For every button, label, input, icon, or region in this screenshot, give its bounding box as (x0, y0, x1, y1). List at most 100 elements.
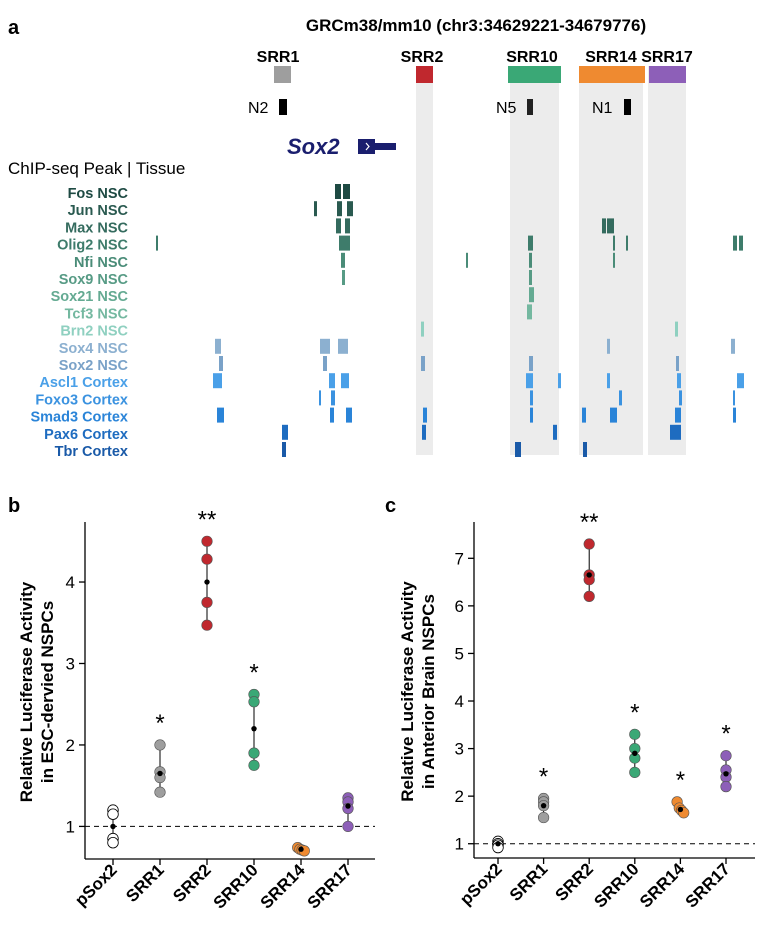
y-tick-label: 2 (455, 787, 464, 806)
significance-mark-SRR2: ** (580, 509, 599, 536)
srr17-highlight (648, 66, 686, 455)
track-peak-2-0 (336, 218, 341, 234)
track-peak-9-3 (607, 338, 610, 354)
data-point-SRR2 (201, 535, 213, 547)
srr10-bar (508, 66, 561, 83)
track-peak-10-3 (529, 356, 533, 371)
significance-mark-SRR14: * (676, 767, 685, 794)
track-peak-11-2 (341, 373, 349, 389)
track-peak-12-1 (331, 390, 335, 406)
data-point-SRR2 (583, 538, 595, 550)
track-peak-3-2 (528, 235, 533, 251)
track-label-3: Olig2 NSC (57, 238, 128, 254)
panel-b: b 1 2 3 4 Relative Luciferase Activity in ESC… (8, 495, 375, 913)
data-point-SRR17 (720, 750, 732, 762)
track-peak-0-0 (335, 184, 341, 199)
x-tick-label: SRR1 (122, 860, 168, 906)
mean-point-SRR17 (723, 771, 729, 777)
data-point-SRR2 (201, 619, 213, 631)
y-axis-label-line: in ESC-dervied NSPCs (38, 601, 57, 783)
track-peak-3-5 (733, 235, 737, 251)
srr14-label: SRR14 (585, 49, 637, 66)
track-peak-14-1 (422, 424, 426, 440)
track-peak-2-1 (345, 218, 350, 234)
track-peak-5-1 (529, 270, 532, 285)
y-tick-label: 3 (66, 654, 75, 673)
gene-body-icon (358, 139, 375, 154)
track-peak-15-0 (282, 442, 286, 457)
track-peak-1-0 (314, 201, 317, 217)
y-tick-label: 1 (66, 817, 75, 836)
srr17-bar (649, 66, 686, 83)
track-peak-11-7 (737, 373, 744, 389)
track-peak-2-3 (607, 218, 614, 234)
y-tick-label: 5 (455, 644, 464, 663)
y-axis-label-line: in Anterior Brain NSPCs (419, 594, 438, 789)
track-label-9: Sox4 NSC (59, 341, 129, 357)
track-label-15: Tbr Cortex (55, 444, 128, 460)
x-tick-label: SRR17 (682, 859, 734, 911)
track-label-0: Fos NSC (68, 186, 129, 202)
track-peak-12-2 (530, 390, 533, 406)
track-peak-4-1 (466, 252, 468, 268)
track-peak-8-1 (675, 321, 678, 337)
track-label-11: Ascl1 Cortex (39, 375, 128, 391)
panel-b-label: b (8, 495, 20, 517)
data-point-SRR10 (629, 766, 641, 778)
data-point-SRR17 (720, 781, 732, 793)
track-peak-13-8 (733, 407, 736, 423)
x-tick-label: pSox2 (71, 860, 121, 910)
track-label-12: Foxo3 Cortex (35, 392, 128, 408)
track-peak-4-3 (613, 252, 615, 268)
track-label-6: Sox21 NSC (51, 289, 129, 305)
track-peaks (156, 184, 744, 457)
data-point-pSox2 (107, 837, 119, 849)
significance-mark-SRR10: * (249, 659, 258, 686)
y-axis-label-line: Relative Luciferase Activity (17, 581, 36, 802)
track-peak-9-2 (338, 338, 348, 354)
track-peak-6-0 (529, 287, 534, 303)
track-peak-10-0 (219, 356, 223, 371)
track-peak-15-2 (583, 442, 587, 457)
track-label-14: Pax6 Cortex (44, 427, 128, 443)
track-label-4: Nfi NSC (74, 255, 129, 271)
mean-point-SRR2 (204, 579, 210, 585)
track-peak-9-0 (215, 338, 221, 354)
y-tick-label: 3 (455, 740, 464, 759)
srr10-label: SRR10 (506, 49, 558, 66)
track-peak-14-3 (670, 424, 681, 440)
track-peak-11-6 (677, 373, 681, 389)
track-label-7: Tcf3 NSC (65, 306, 129, 322)
x-tick-label: SRR10 (590, 859, 642, 911)
track-label-8: Brn2 NSC (60, 324, 128, 340)
track-peak-11-3 (526, 373, 533, 389)
mean-point-pSox2 (495, 841, 501, 847)
panel-a-label: a (8, 17, 20, 39)
track-peak-12-0 (319, 390, 321, 406)
track-peak-10-2 (421, 356, 425, 371)
track-peak-11-0 (213, 373, 222, 389)
element-n5-mark (527, 99, 533, 115)
track-peak-9-1 (320, 338, 330, 354)
track-peak-4-0 (341, 252, 345, 268)
srr2-label: SRR2 (401, 49, 444, 66)
track-peak-13-6 (610, 407, 617, 423)
track-peak-11-1 (329, 373, 335, 389)
x-tick-label: SRR10 (210, 860, 262, 912)
gene-utr-icon (375, 143, 396, 150)
element-n1-mark (624, 99, 631, 115)
data-point-SRR10 (629, 728, 641, 740)
track-peak-10-4 (676, 356, 679, 371)
track-label-5: Sox9 NSC (59, 272, 129, 288)
track-label-13: Smad3 Cortex (30, 410, 128, 426)
y-tick-label: 1 (455, 835, 464, 854)
track-peak-3-0 (156, 235, 158, 251)
data-point-SRR1 (154, 786, 166, 798)
track-peak-1-2 (347, 201, 353, 217)
mean-point-SRR1 (540, 802, 547, 809)
track-peak-0-1 (343, 184, 350, 199)
track-peak-4-2 (529, 252, 532, 268)
mean-point-SRR1 (157, 770, 163, 777)
track-peak-5-0 (342, 270, 345, 285)
